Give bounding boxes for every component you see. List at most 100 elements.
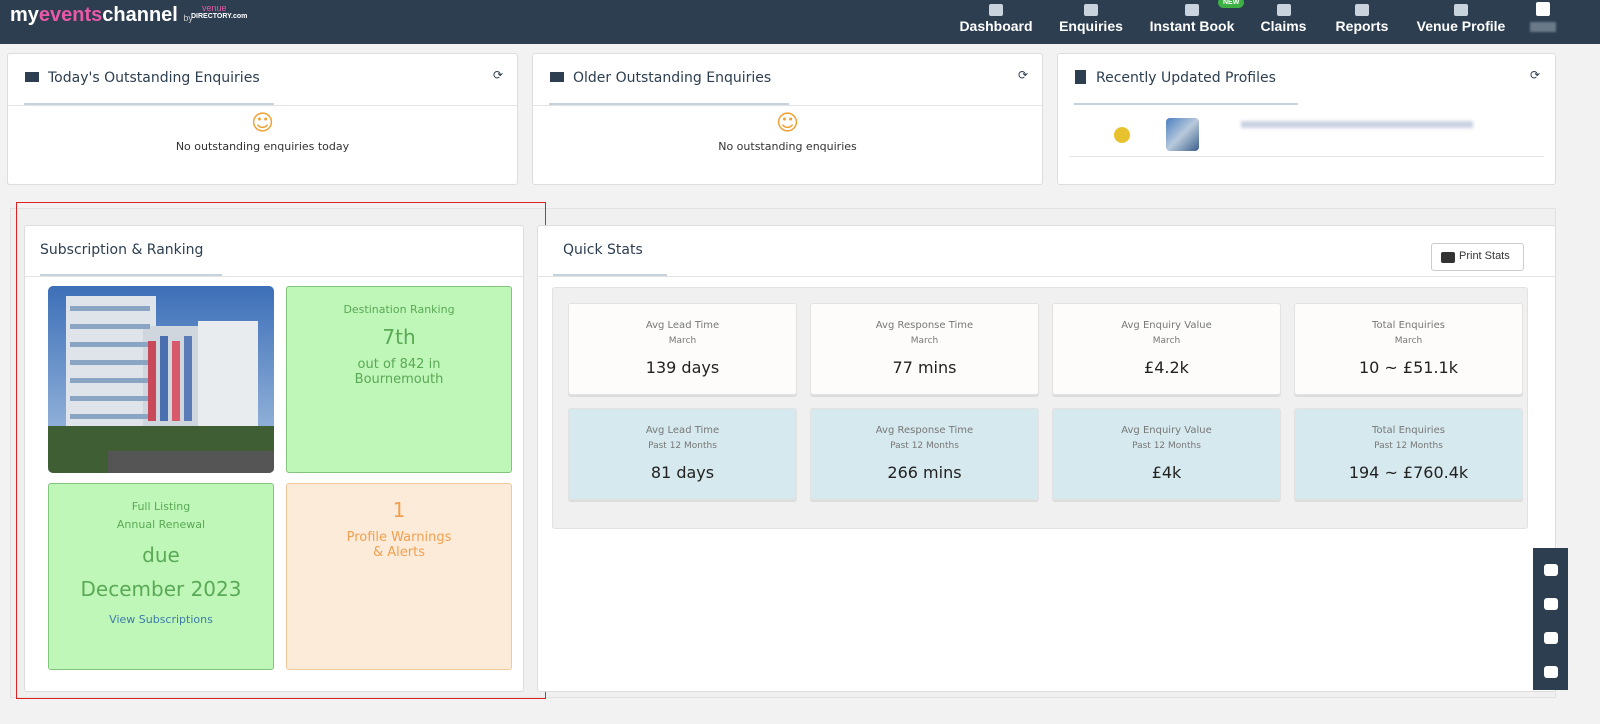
stat-card: Total Enquiries Past 12 Months 194 ~ £760.… [1294, 408, 1523, 500]
stats-grid: Avg Lead Time March 139 days Avg Response T… [552, 287, 1528, 529]
envelope-icon [25, 72, 39, 82]
envelope-icon [550, 72, 564, 82]
stat-value: 139 days [645, 358, 720, 377]
listing-renewal: Annual Renewal [116, 518, 206, 531]
nav-item[interactable]: Reports [1332, 0, 1392, 44]
nav-item[interactable]: Claims [1256, 0, 1311, 44]
blurred-profile-name[interactable] [1241, 121, 1473, 128]
print-icon [1441, 252, 1455, 263]
nav-item[interactable]: Enquiries [1055, 0, 1127, 44]
stat-value: 266 mins [887, 463, 962, 482]
stat-card: Avg Response Time Past 12 Months 266 mins [810, 408, 1039, 500]
separator [533, 105, 1042, 106]
header: myeventschannel by venue DIRECTORY.com D… [0, 0, 1600, 44]
refresh-button[interactable]: ⟳ [1530, 68, 1541, 82]
logo-directory: DIRECTORY.com [191, 13, 248, 20]
user-icon[interactable] [1536, 2, 1550, 16]
email-button[interactable] [1543, 666, 1558, 678]
stat-value: 10 ~ £51.1k [1358, 358, 1458, 377]
stat-card: Avg Lead Time Past 12 Months 81 days [568, 408, 797, 500]
warnings-label: & Alerts [373, 545, 425, 560]
stat-label: Avg Enquiry Value [1121, 425, 1212, 436]
subscription-panel: Subscription & Ranking Destination Ranki… [24, 225, 524, 692]
panel-message: No outstanding enquiries [718, 140, 857, 153]
stat-label: Total Enquiries [1372, 425, 1445, 436]
stat-period: March [1394, 336, 1423, 346]
separator [1070, 156, 1544, 157]
stat-card: Avg Response Time March 77 mins [810, 303, 1039, 395]
ranking-detail: Bournemouth [354, 372, 444, 387]
panel-title: Today's Outstanding Enquiries [48, 70, 260, 86]
info-button[interactable] [1543, 632, 1558, 644]
nav-item[interactable]: Instant Book [1148, 0, 1236, 44]
ranking-detail: out of 842 in [357, 357, 441, 372]
panel: Today's Outstanding Enquiries ⟳ ☺ No out… [7, 53, 518, 185]
icon [989, 4, 1003, 16]
underline [1074, 103, 1298, 105]
side-toolbar [1533, 548, 1568, 690]
nav-item[interactable]: Dashboard [958, 0, 1034, 44]
panel-title: Older Outstanding Enquiries [573, 70, 772, 86]
separator [538, 276, 1555, 277]
panel: Older Outstanding Enquiries ⟳ ☺ No outst… [532, 53, 1043, 185]
logo[interactable]: myeventschannel by [10, 4, 193, 27]
ranking-card: Destination Ranking 7th out of 842 in Bo… [286, 286, 512, 473]
stat-card: Avg Enquiry Value Past 12 Months £4k [1052, 408, 1281, 500]
stat-value: 194 ~ £760.4k [1348, 463, 1469, 482]
quick-stats-panel: Quick Stats Print Stats Avg Lead Time Mar… [537, 225, 1556, 692]
nav-label: Venue Profile [1416, 18, 1506, 34]
stat-label: Avg Lead Time [645, 425, 720, 436]
user-name [1530, 22, 1556, 32]
underline [24, 103, 274, 105]
print-stats-button[interactable]: Print Stats [1431, 243, 1524, 271]
icon [1355, 4, 1369, 16]
stat-period: Past 12 Months [890, 441, 959, 451]
underline [549, 103, 789, 105]
icon [1454, 4, 1468, 16]
chat-button[interactable] [1543, 598, 1558, 610]
underline [553, 274, 667, 276]
stat-value: 77 mins [892, 358, 957, 377]
nav-item[interactable]: Venue Profile [1412, 0, 1510, 44]
stat-value: £4.2k [1144, 358, 1189, 377]
warnings-count: 1 [392, 498, 406, 522]
stat-card: Total Enquiries March 10 ~ £51.1k [1294, 303, 1523, 395]
status-dot [1114, 127, 1130, 143]
stat-period: Past 12 Months [1374, 441, 1443, 451]
panel-title: Quick Stats [563, 242, 643, 258]
refresh-button[interactable]: ⟳ [1018, 68, 1029, 82]
warnings-label: Profile Warnings [346, 530, 452, 545]
stat-period: Past 12 Months [648, 441, 717, 451]
separator [25, 276, 523, 277]
history-button[interactable] [1543, 564, 1558, 576]
icon [1276, 4, 1291, 16]
logo-text: my [10, 4, 39, 26]
ranking-value: 7th [382, 325, 416, 349]
logo-venue: venue [202, 3, 227, 13]
listing-status: due [142, 543, 180, 567]
nav-label: Claims [1260, 18, 1307, 34]
stat-period: March [668, 336, 697, 346]
highlight-box [16, 202, 546, 699]
underline [40, 274, 222, 276]
stat-label: Avg Lead Time [645, 320, 720, 331]
warnings-card[interactable]: 1 Profile Warnings & Alerts [286, 483, 512, 670]
nav-badge: NEW [1218, 0, 1245, 8]
icon [1185, 4, 1199, 16]
panel: Recently Updated Profiles ⟳ [1057, 53, 1556, 185]
button-label: Print Stats [1459, 250, 1510, 262]
logo-text: events [38, 4, 103, 26]
listing-date: December 2023 [80, 577, 242, 601]
stat-period: March [1152, 336, 1181, 346]
nav-label: Enquiries [1059, 18, 1123, 34]
refresh-button[interactable]: ⟳ [493, 68, 504, 82]
nav-label: Dashboard [959, 18, 1033, 34]
stat-value: £4k [1151, 463, 1182, 482]
stat-period: Past 12 Months [1132, 441, 1201, 451]
stat-card: Avg Lead Time March 139 days [568, 303, 797, 395]
nav-label: Instant Book [1149, 18, 1235, 34]
stat-label: Avg Enquiry Value [1121, 320, 1212, 331]
view-subscriptions-link[interactable]: View Subscriptions [109, 613, 213, 626]
profile-thumbnail[interactable] [1166, 118, 1199, 151]
